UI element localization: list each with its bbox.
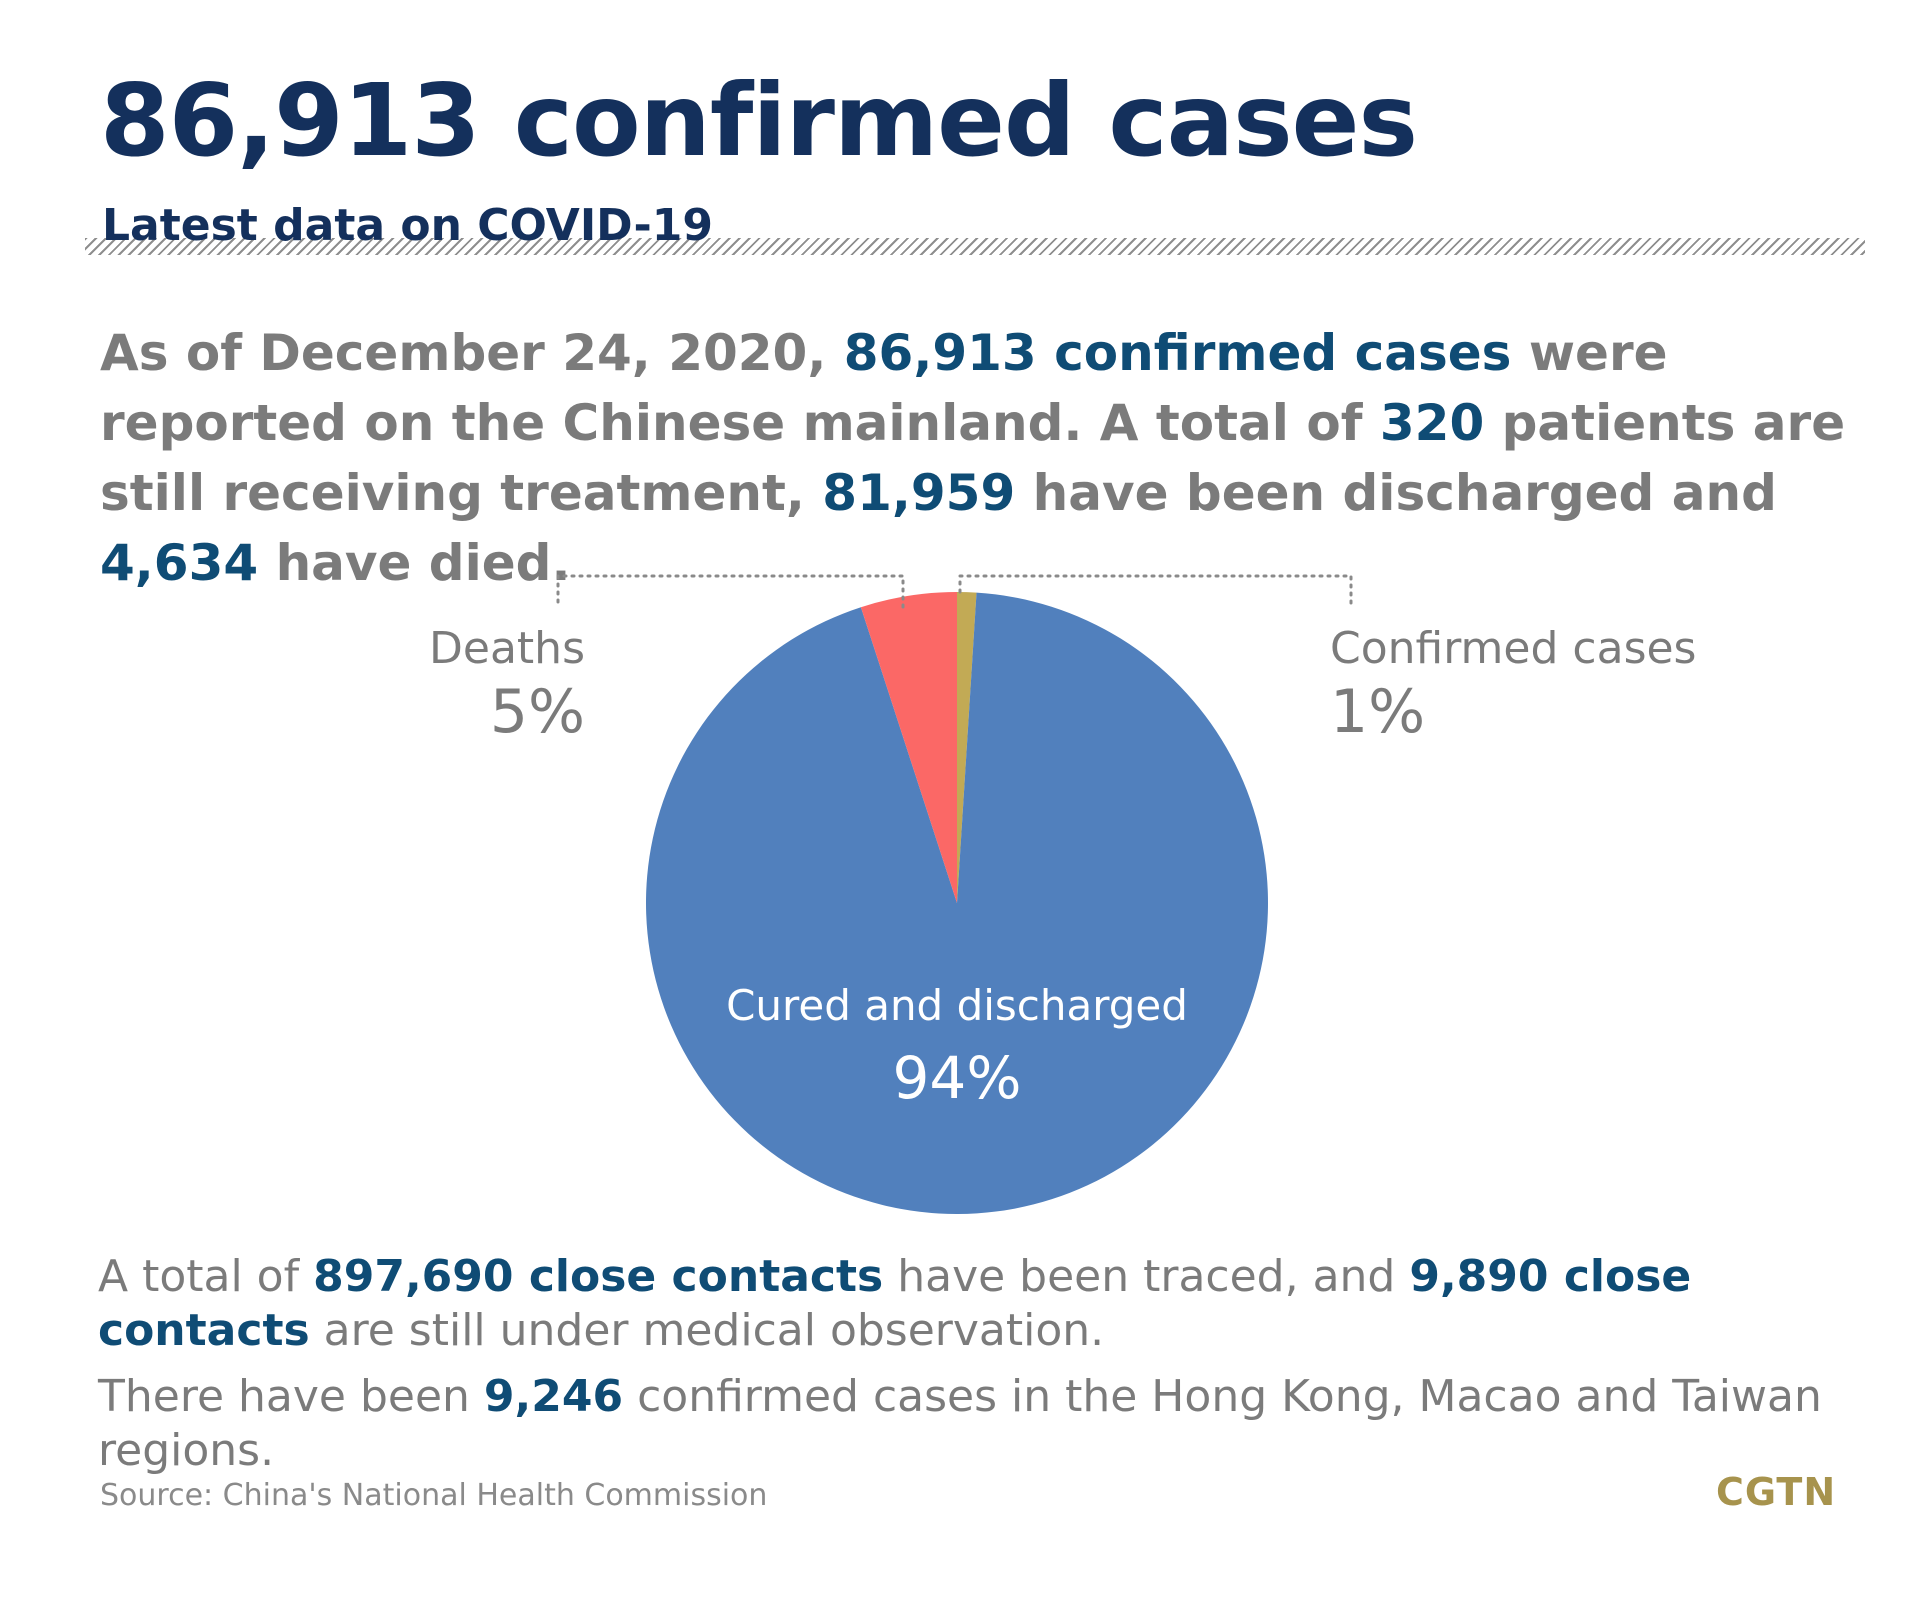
bottom-text: are still under medical observation.	[309, 1305, 1105, 1356]
page-title: 86,913 confirmed cases	[100, 62, 1418, 179]
intro-paragraph: As of December 24, 2020, 86,913 confirme…	[100, 318, 1880, 598]
pie-slice-deaths	[860, 592, 957, 903]
callout-confirmed-label: Confirmed cases	[1330, 623, 1697, 674]
regions-paragraph: There have been 9,246 confirmed cases in…	[98, 1370, 1878, 1478]
intro-text: As of December 24, 2020,	[100, 324, 844, 382]
intro-text: patients are still receiving treatment,	[100, 394, 1846, 522]
intro-highlight-discharged: 81,959	[822, 464, 1016, 522]
callout-connectors	[556, 574, 1353, 610]
callout-deaths-label: Deaths	[429, 623, 585, 674]
connector-confirmed	[958, 574, 1353, 610]
close-contacts-paragraph: A total of 897,690 close contacts have b…	[98, 1250, 1878, 1358]
connector-deaths	[556, 574, 905, 610]
cgtn-logo: CGTN	[1716, 1470, 1837, 1514]
bottom-text: have been traced, and	[883, 1251, 1410, 1302]
callout-deaths: Deaths 5%	[380, 622, 585, 748]
hatched-divider	[85, 238, 1865, 255]
callout-confirmed: Confirmed cases 1%	[1330, 622, 1750, 748]
slice-value-cured: 94%	[893, 1044, 1022, 1112]
callout-deaths-value: 5%	[489, 677, 585, 747]
pie-chart: Cured and discharged 94%	[0, 560, 1920, 1240]
callout-confirmed-value: 1%	[1330, 677, 1426, 747]
intro-text: have died.	[258, 534, 571, 592]
bottom-highlight-traced: 897,690 close contacts	[313, 1251, 884, 1302]
pie-slice-cured	[645, 592, 1268, 1214]
intro-text: were reported on the Chinese mainland. A…	[100, 324, 1668, 452]
pie-slice-confirmed	[957, 592, 977, 903]
intro-highlight-died: 4,634	[100, 534, 259, 592]
intro-highlight-treatment: 320	[1379, 394, 1485, 452]
bottom-highlight-regions: 9,246	[483, 1371, 624, 1422]
page-subtitle: Latest data on COVID-19	[102, 200, 714, 251]
source-note: Source: China's National Health Commissi…	[100, 1478, 768, 1513]
bottom-text: A total of	[98, 1251, 314, 1302]
bottom-text: There have been	[98, 1371, 484, 1422]
bottom-text: confirmed cases in the Hong Kong, Macao …	[98, 1371, 1822, 1476]
intro-highlight-confirmed: 86,913 confirmed cases	[843, 324, 1512, 382]
intro-text: have been discharged and	[1015, 464, 1777, 522]
bottom-highlight-observation: 9,890 close contacts	[98, 1251, 1692, 1356]
pie-slices	[645, 592, 1268, 1214]
slice-label-cured: Cured and discharged	[726, 981, 1188, 1030]
pie-chart-svg: Cured and discharged 94%	[556, 574, 1353, 1214]
